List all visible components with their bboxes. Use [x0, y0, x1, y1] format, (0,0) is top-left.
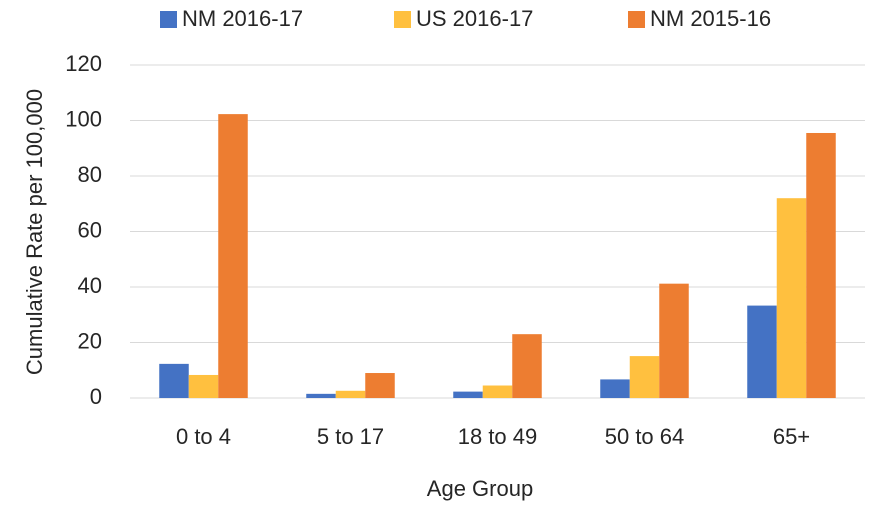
bar [659, 283, 689, 398]
y-tick-label: 60 [78, 217, 102, 242]
legend-swatch [160, 11, 177, 28]
bar [335, 390, 366, 398]
legend-swatch [628, 11, 645, 28]
bar [512, 334, 542, 398]
bar [188, 374, 219, 398]
bar [159, 363, 189, 398]
y-axis-title: Cumulative Rate per 100,000 [22, 89, 47, 375]
y-tick-label: 40 [78, 273, 102, 298]
bar [629, 356, 660, 398]
x-tick-label: 18 to 49 [458, 424, 538, 449]
bar [218, 114, 248, 399]
y-tick-label: 100 [65, 106, 102, 131]
bar [806, 132, 836, 399]
x-tick-label: 50 to 64 [605, 424, 685, 449]
legend-label: NM 2015-16 [650, 6, 771, 31]
x-tick-label: 0 to 4 [176, 424, 231, 449]
bar [482, 385, 513, 398]
bar [306, 393, 336, 398]
y-tick-label: 0 [90, 384, 102, 409]
bar [776, 198, 807, 398]
y-tick-label: 20 [78, 328, 102, 353]
x-tick-label: 5 to 17 [317, 424, 384, 449]
y-tick-label: 80 [78, 162, 102, 187]
y-tick-label: 120 [65, 51, 102, 76]
bar [600, 379, 630, 398]
x-tick-label: 65+ [773, 424, 810, 449]
bar [453, 391, 483, 398]
x-axis-title: Age Group [427, 476, 533, 501]
legend-swatch [394, 11, 411, 28]
bar [365, 373, 395, 398]
legend-label: US 2016-17 [416, 6, 533, 31]
bar [747, 305, 777, 398]
legend-label: NM 2016-17 [182, 6, 303, 31]
